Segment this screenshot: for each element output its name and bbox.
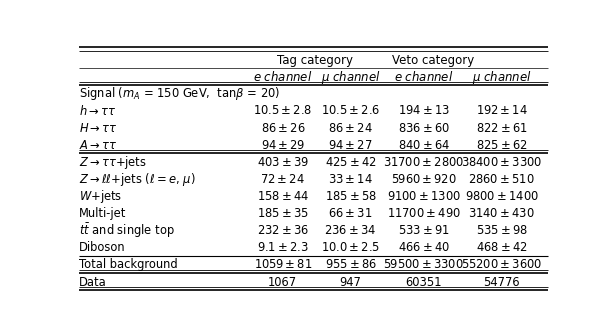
Text: $236 \pm 34$: $236 \pm 34$ [325, 224, 376, 237]
Text: $533 \pm 91$: $533 \pm 91$ [398, 224, 450, 237]
Text: Tag category: Tag category [277, 54, 353, 67]
Text: $822 \pm 61$: $822 \pm 61$ [476, 121, 528, 134]
Text: $86 \pm 24$: $86 \pm 24$ [328, 121, 373, 134]
Text: $H \rightarrow \tau\tau$: $H \rightarrow \tau\tau$ [79, 121, 117, 134]
Text: $94 \pm 27$: $94 \pm 27$ [328, 139, 373, 152]
Text: $825 \pm 62$: $825 \pm 62$ [476, 139, 528, 152]
Text: $Z \rightarrow \ell\ell$+jets ($\ell = e,\, \mu$): $Z \rightarrow \ell\ell$+jets ($\ell = e… [79, 171, 195, 188]
Text: $9800 \pm 1400$: $9800 \pm 1400$ [465, 190, 539, 203]
Text: 1067: 1067 [268, 275, 298, 289]
Text: Diboson: Diboson [79, 241, 125, 254]
Text: $38400 \pm 3300$: $38400 \pm 3300$ [461, 156, 542, 169]
Text: Multi-jet: Multi-jet [79, 207, 126, 220]
Text: $A \rightarrow \tau\tau$: $A \rightarrow \tau\tau$ [79, 139, 117, 152]
Text: Veto category: Veto category [392, 54, 475, 67]
Text: $836 \pm 60$: $836 \pm 60$ [398, 121, 450, 134]
Text: 60351: 60351 [406, 275, 442, 289]
Text: $t\bar{t}$ and single top: $t\bar{t}$ and single top [79, 221, 174, 240]
Text: $31700 \pm 2800$: $31700 \pm 2800$ [383, 156, 464, 169]
Text: $535 \pm 98$: $535 \pm 98$ [476, 224, 528, 237]
Text: $\mu$ channel: $\mu$ channel [320, 69, 381, 86]
Text: $185 \pm 58$: $185 \pm 58$ [325, 190, 376, 203]
Text: $403 \pm 39$: $403 \pm 39$ [257, 156, 309, 169]
Text: $1059 \pm 81$: $1059 \pm 81$ [254, 259, 312, 271]
Text: $232 \pm 36$: $232 \pm 36$ [257, 224, 309, 237]
Text: 947: 947 [340, 275, 361, 289]
Text: 54776: 54776 [483, 275, 520, 289]
Text: $158 \pm 44$: $158 \pm 44$ [257, 190, 309, 203]
Text: $59500 \pm 3300$: $59500 \pm 3300$ [384, 259, 464, 271]
Text: $466 \pm 40$: $466 \pm 40$ [398, 241, 450, 254]
Text: $33 \pm 14$: $33 \pm 14$ [328, 173, 373, 186]
Text: $9.1 \pm 2.3$: $9.1 \pm 2.3$ [257, 241, 309, 254]
Text: $72 \pm 24$: $72 \pm 24$ [260, 173, 305, 186]
Text: $W$+jets: $W$+jets [79, 188, 122, 205]
Text: $2860 \pm 510$: $2860 \pm 510$ [468, 173, 535, 186]
Text: $10.5 \pm 2.8$: $10.5 \pm 2.8$ [253, 104, 312, 118]
Text: $h \rightarrow \tau\tau$: $h \rightarrow \tau\tau$ [79, 104, 116, 118]
Text: $\mu$ channel: $\mu$ channel [472, 69, 532, 86]
Text: $11700 \pm 490$: $11700 \pm 490$ [387, 207, 461, 220]
Text: $10.5 \pm 2.6$: $10.5 \pm 2.6$ [321, 104, 380, 118]
Text: $e$ channel: $e$ channel [394, 70, 453, 84]
Text: $425 \pm 42$: $425 \pm 42$ [325, 156, 376, 169]
Text: Data: Data [79, 275, 106, 289]
Text: $468 \pm 42$: $468 \pm 42$ [476, 241, 528, 254]
Text: $955 \pm 86$: $955 \pm 86$ [325, 259, 376, 271]
Text: $e$ channel: $e$ channel [253, 70, 312, 84]
Text: $55200 \pm 3600$: $55200 \pm 3600$ [461, 259, 542, 271]
Text: $94 \pm 29$: $94 \pm 29$ [260, 139, 305, 152]
Text: $10.0 \pm 2.5$: $10.0 \pm 2.5$ [321, 241, 380, 254]
Text: Total background: Total background [79, 259, 178, 271]
Text: $5960 \pm 920$: $5960 \pm 920$ [391, 173, 456, 186]
Text: $194 \pm 13$: $194 \pm 13$ [398, 104, 450, 118]
Text: $185 \pm 35$: $185 \pm 35$ [257, 207, 309, 220]
Text: $9100 \pm 1300$: $9100 \pm 1300$ [387, 190, 461, 203]
Text: $840 \pm 64$: $840 \pm 64$ [398, 139, 450, 152]
Text: $Z \rightarrow \tau\tau$+jets: $Z \rightarrow \tau\tau$+jets [79, 154, 146, 171]
Text: $66 \pm 31$: $66 \pm 31$ [328, 207, 373, 220]
Text: $192 \pm 14$: $192 \pm 14$ [476, 104, 528, 118]
Text: Signal ($m_A$ = 150 GeV,  tan$\beta$ = 20): Signal ($m_A$ = 150 GeV, tan$\beta$ = 20… [79, 85, 280, 102]
Text: $3140 \pm 430$: $3140 \pm 430$ [468, 207, 535, 220]
Text: $86 \pm 26$: $86 \pm 26$ [260, 121, 305, 134]
